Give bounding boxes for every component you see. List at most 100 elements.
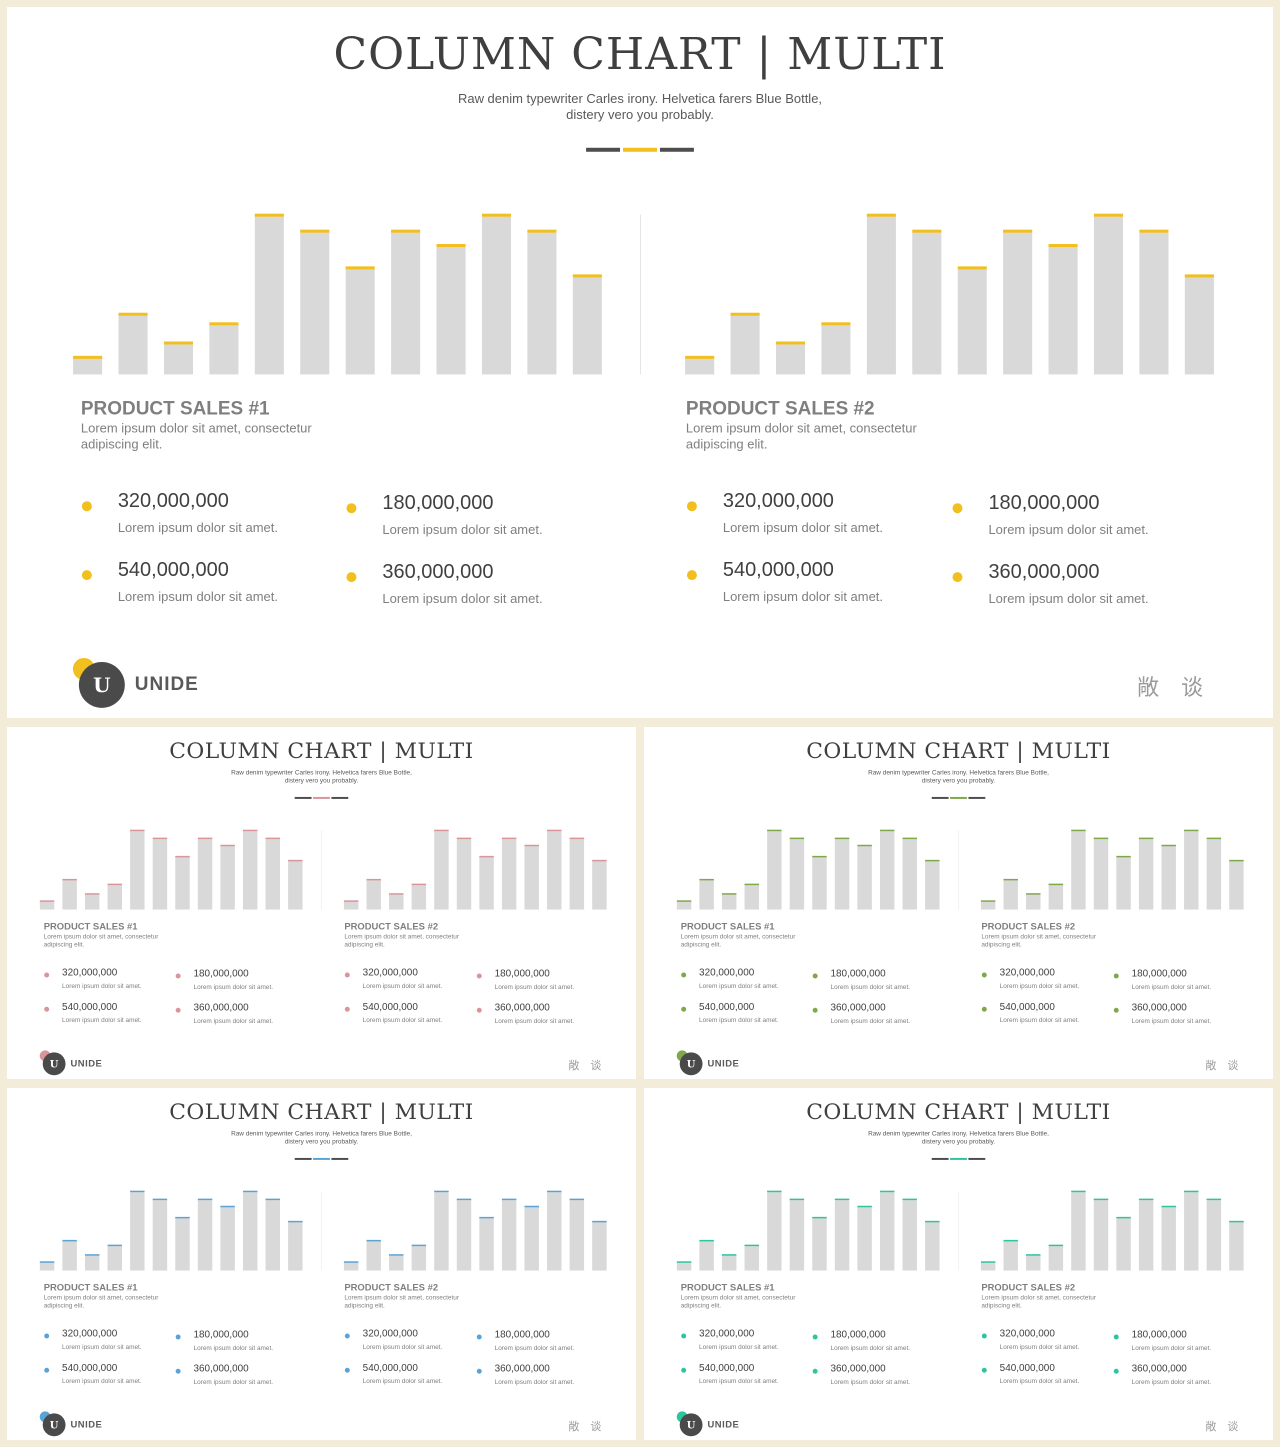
bar-cap-3 (389, 893, 404, 895)
bar-cap-2 (366, 878, 381, 881)
bar-cap-6 (152, 1198, 168, 1201)
bar-5 (434, 830, 449, 910)
bar-cap-1 (676, 900, 692, 902)
bar-7 (175, 856, 190, 910)
bar-cap-8 (501, 837, 517, 840)
bar-3 (721, 893, 737, 910)
stat-value: 360,000,000 (830, 1363, 886, 1375)
stat-value: 360,000,000 (382, 561, 494, 584)
slide-main: COLUMN CHART | MULTI Raw denim typewrite… (7, 7, 1273, 718)
bar-2 (62, 879, 77, 910)
divider-left (931, 796, 949, 799)
bar-cap-4 (744, 883, 759, 886)
bullet-dot-icon (981, 972, 987, 978)
bar-4 (107, 1245, 122, 1271)
bullet-dot-icon (812, 1368, 818, 1374)
brand-name: UNIDE (707, 1419, 740, 1430)
bar-cap-1 (39, 1261, 55, 1263)
product-title-1: PRODUCT SALES #1 (43, 921, 138, 932)
bar-cap-11 (265, 837, 280, 840)
bullet-dot-icon (44, 1006, 50, 1012)
bar-1 (676, 900, 692, 910)
bar-cap-7 (812, 855, 827, 858)
bar-cap-9 (220, 1205, 235, 1208)
slide-subtitle: Raw denim typewriter Carles irony. Helve… (834, 769, 1082, 785)
bar-12 (925, 1221, 940, 1271)
bar-4 (209, 323, 239, 375)
bar-6 (789, 838, 805, 910)
bar-cap-2 (1003, 1239, 1018, 1242)
bar-cap-3 (775, 341, 806, 345)
bar-cap-7 (1116, 1216, 1131, 1219)
bar-cap-3 (163, 341, 194, 345)
slide-content: COLUMN CHART | MULTI Raw denim typewrite… (7, 7, 1273, 718)
bullet-dot-icon (476, 1334, 482, 1340)
bar-cap-4 (411, 883, 427, 886)
bullet-dot-icon (81, 501, 92, 512)
stat-value: 180,000,000 (1131, 1329, 1187, 1340)
bar-11 (902, 838, 917, 910)
bar-cap-8 (1003, 229, 1033, 233)
stat-caption: Lorem ipsum dolor sit amet. (62, 1016, 142, 1024)
slide-subtitle: Raw denim typewriter Carles irony. Helve… (197, 769, 445, 785)
bar-1 (685, 356, 715, 375)
stat-caption: Lorem ipsum dolor sit amet. (494, 1378, 575, 1386)
slide-title: COLUMN CHART | MULTI (169, 737, 474, 764)
product-desc-1: Lorem ipsum dolor sit amet, consectetur … (680, 932, 796, 948)
stat-caption: Lorem ipsum dolor sit amet. (999, 1342, 1080, 1351)
stat-caption: Lorem ipsum dolor sit amet. (62, 1342, 142, 1351)
bar-11 (527, 230, 557, 375)
bar-3 (84, 893, 100, 910)
bar-11 (265, 838, 280, 910)
bar-9 (220, 1206, 235, 1271)
column-chart-2 (340, 826, 611, 910)
stat-caption: Lorem ipsum dolor sit amet. (699, 981, 779, 990)
bar-12 (288, 860, 303, 910)
bar-12 (1229, 860, 1244, 910)
product-desc-1: Lorem ipsum dolor sit amet, consectetur … (80, 420, 312, 452)
bar-4 (744, 884, 759, 910)
bar-cap-7 (345, 266, 375, 270)
bar-10 (547, 830, 562, 910)
subtitle-line-2: distery vero you probably. (284, 776, 359, 785)
bullet-dot-icon (344, 1006, 350, 1012)
divider-middle-accent (313, 796, 330, 799)
bar-6 (152, 1199, 168, 1271)
stat-value: 360,000,000 (193, 1002, 249, 1014)
brand-name: UNIDE (70, 1419, 103, 1430)
stat-caption: Lorem ipsum dolor sit amet. (117, 589, 278, 605)
bar-cap-6 (456, 1198, 472, 1201)
product-desc-2: Lorem ipsum dolor sit amet, consectetur … (981, 1293, 1097, 1309)
bullet-dot-icon (681, 1006, 687, 1012)
bar-cap-10 (1184, 1190, 1199, 1193)
brand-logo-icon: U (42, 1413, 66, 1437)
bar-cap-9 (436, 244, 466, 248)
bullet-dot-icon (476, 1368, 482, 1374)
divider-left (931, 1157, 949, 1160)
bullet-dot-icon (175, 1368, 181, 1374)
bullet-dot-icon (1113, 1368, 1119, 1374)
stat-value: 360,000,000 (1131, 1002, 1187, 1014)
slide-title: COLUMN CHART | MULTI (806, 737, 1111, 764)
stat-value: 320,000,000 (699, 1328, 755, 1340)
bar-8 (501, 838, 517, 910)
bar-1 (39, 1261, 55, 1271)
bar-cap-9 (857, 1205, 872, 1208)
bar-cap-12 (288, 1220, 303, 1223)
product-title-2: PRODUCT SALES #2 (981, 1282, 1076, 1293)
chart-separator (640, 214, 641, 375)
bullet-dot-icon (175, 1334, 181, 1340)
bullet-dot-icon (175, 973, 181, 979)
stat-value: 320,000,000 (62, 1328, 118, 1340)
bar-8 (391, 230, 421, 375)
bar-cap-11 (1206, 837, 1222, 840)
stat-value: 320,000,000 (362, 1328, 418, 1340)
bullet-dot-icon (681, 1333, 687, 1339)
bar-8 (197, 1199, 213, 1271)
bar-cap-11 (1139, 229, 1169, 233)
bar-cap-4 (209, 322, 239, 326)
stat-caption: Lorem ipsum dolor sit amet. (1131, 982, 1212, 991)
slide-subtitle: Raw denim typewriter Carles irony. Helve… (390, 91, 889, 123)
bar-7 (812, 1217, 827, 1271)
bar-6 (1093, 838, 1109, 910)
